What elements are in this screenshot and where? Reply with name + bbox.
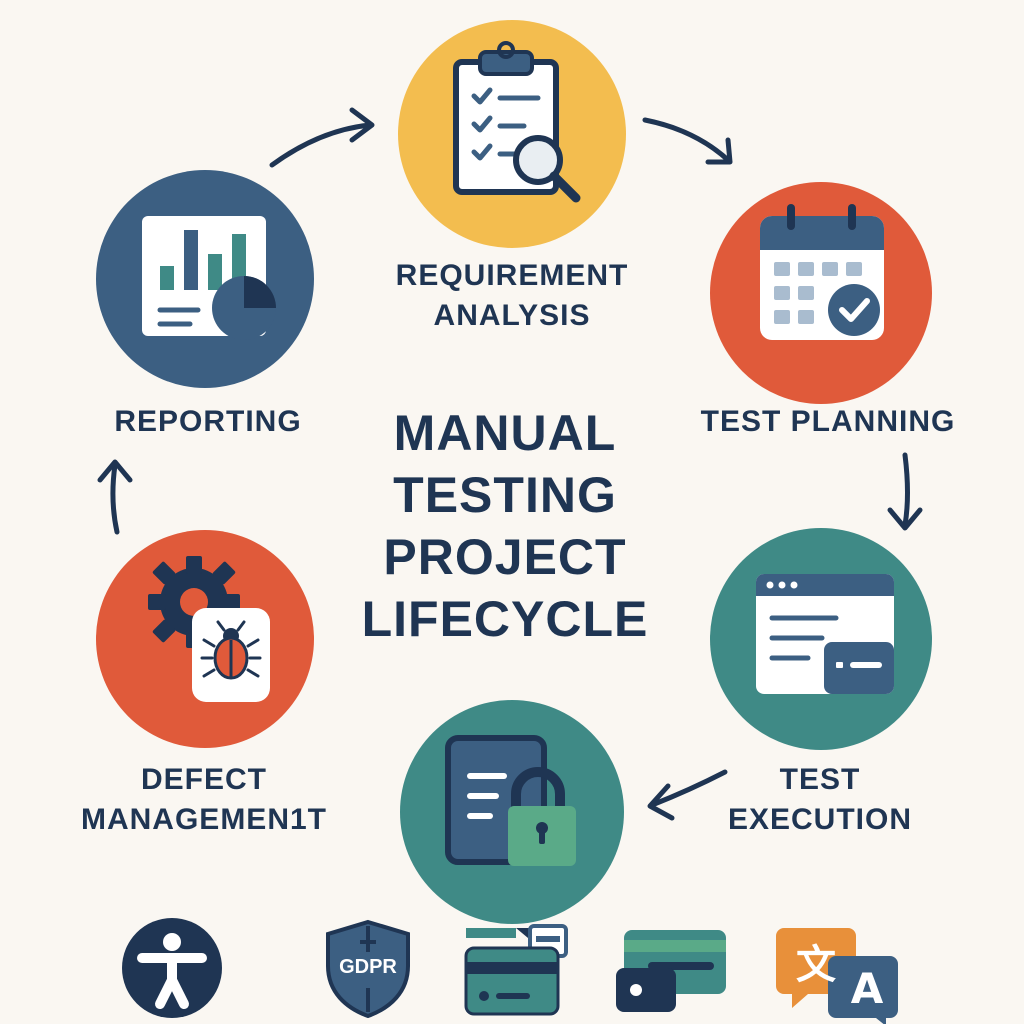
title-line-3: PROJECT bbox=[383, 529, 627, 585]
bar-chart-report-icon bbox=[96, 170, 314, 388]
title-line-4: LIFECYCLE bbox=[361, 591, 649, 647]
arrow-execution-to-security bbox=[647, 769, 728, 821]
accessibility-icon bbox=[122, 918, 222, 1018]
test-planning-label: TEST PLANNING bbox=[700, 405, 956, 438]
gear-bug-icon bbox=[96, 530, 314, 748]
gdpr-shield-icon: GDPR bbox=[320, 918, 416, 1018]
browser-window-icon bbox=[710, 528, 932, 750]
translate-source-glyph: 文 bbox=[796, 942, 836, 988]
payment-card-icon bbox=[614, 928, 728, 1014]
clipboard-checklist-magnifier-icon bbox=[398, 20, 626, 248]
test-execution-label: TEST EXECUTION bbox=[670, 760, 970, 840]
translate-target-glyph: A bbox=[850, 964, 884, 1013]
translate-icon: 文 A bbox=[776, 924, 900, 1024]
defect-management-line2: MANAGEMEN1T bbox=[80, 803, 327, 836]
test-execution-line2: EXECUTION bbox=[727, 803, 913, 836]
test-execution-line1: TEST bbox=[779, 763, 861, 796]
arrow-reporting-to-requirement bbox=[269, 107, 375, 168]
calendar-check-icon bbox=[710, 182, 932, 404]
reporting-node bbox=[96, 170, 314, 388]
arrow-requirement-to-planning bbox=[642, 117, 733, 165]
defect-management-node bbox=[96, 530, 314, 748]
defect-management-line1: DEFECT bbox=[141, 763, 267, 796]
requirement-analysis-label: REQUIREMENT ANALYSIS bbox=[362, 256, 662, 336]
requirement-analysis-node bbox=[398, 20, 626, 248]
defect-management-label: DEFECT MANAGEMEN1T bbox=[54, 760, 354, 840]
document-padlock-icon bbox=[400, 700, 624, 924]
arrow-planning-to-execution bbox=[887, 452, 923, 531]
security-node bbox=[400, 700, 624, 924]
cards-icon bbox=[464, 922, 568, 1018]
requirement-analysis-line1: REQUIREMENT bbox=[395, 259, 629, 292]
title-line-2: TESTING bbox=[393, 467, 617, 523]
diagram-title: MANUAL TESTING PROJECT LIFECYCLE bbox=[330, 402, 680, 650]
arrow-defect-to-reporting bbox=[97, 459, 133, 535]
reporting-label: REPORTING bbox=[114, 405, 302, 438]
title-line-1: MANUAL bbox=[393, 405, 617, 461]
gdpr-text: GDPR bbox=[339, 956, 397, 978]
requirement-analysis-line2: ANALYSIS bbox=[433, 299, 591, 332]
test-execution-node bbox=[710, 528, 932, 750]
test-planning-node bbox=[710, 182, 932, 404]
